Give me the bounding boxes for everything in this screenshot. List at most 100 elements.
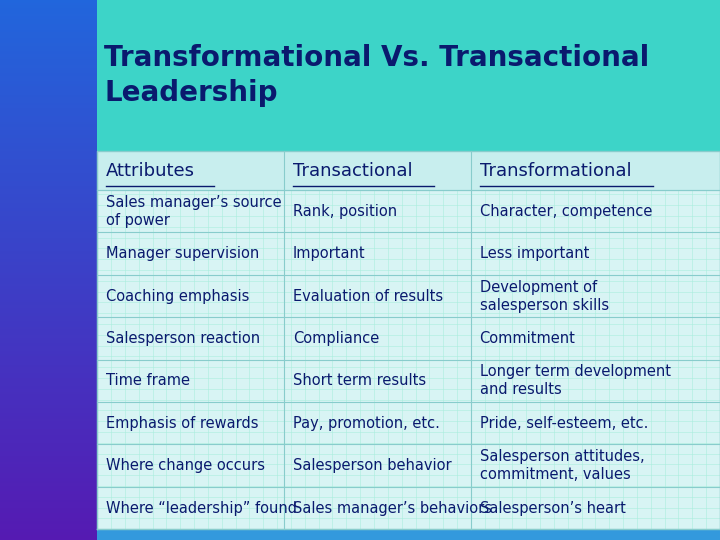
Bar — [0, 472, 97, 475]
Bar — [0, 524, 97, 526]
Bar — [0, 32, 97, 35]
Text: Transformational: Transformational — [480, 161, 631, 180]
Bar — [0, 356, 97, 359]
Bar — [0, 351, 97, 354]
Bar — [0, 108, 97, 111]
Bar — [0, 440, 97, 443]
Bar — [0, 392, 97, 394]
Bar — [0, 8, 97, 11]
Bar — [0, 256, 97, 259]
Bar — [0, 3, 97, 5]
Bar — [0, 159, 97, 162]
Bar — [0, 146, 97, 148]
Bar — [0, 68, 97, 70]
Bar — [0, 273, 97, 275]
Text: Less important: Less important — [480, 246, 589, 261]
Bar — [0, 135, 97, 138]
Bar — [0, 348, 97, 351]
Bar — [0, 189, 97, 192]
Bar — [0, 335, 97, 338]
Bar — [0, 105, 97, 108]
Bar — [0, 170, 97, 173]
Text: Manager supervision: Manager supervision — [106, 246, 259, 261]
Text: Where “leadership” found: Where “leadership” found — [106, 501, 297, 516]
Bar — [0, 248, 97, 251]
Bar — [0, 73, 97, 76]
Bar — [0, 397, 97, 400]
Bar — [0, 184, 97, 186]
Bar — [0, 59, 97, 62]
Text: Salesperson attitudes,
commitment, values: Salesperson attitudes, commitment, value… — [480, 449, 644, 482]
Bar — [0, 386, 97, 389]
Bar — [0, 535, 97, 537]
Bar — [0, 16, 97, 19]
Bar — [0, 316, 97, 319]
Bar — [0, 122, 97, 124]
Bar — [0, 251, 97, 254]
Bar — [0, 286, 97, 289]
Bar — [0, 424, 97, 427]
Bar — [0, 502, 97, 505]
Bar — [0, 227, 97, 229]
Text: Transactional: Transactional — [292, 161, 413, 180]
Text: Important: Important — [292, 246, 365, 261]
Bar — [0, 478, 97, 481]
Bar — [0, 119, 97, 122]
Bar — [97, 151, 720, 190]
Bar — [0, 197, 97, 200]
Bar — [0, 378, 97, 381]
Bar — [0, 162, 97, 165]
Bar — [0, 262, 97, 265]
Bar — [0, 240, 97, 243]
Bar — [0, 284, 97, 286]
Bar — [0, 49, 97, 51]
Bar — [0, 19, 97, 22]
Bar — [0, 454, 97, 456]
Bar — [0, 338, 97, 340]
Bar — [0, 394, 97, 397]
Bar — [0, 246, 97, 248]
Bar — [0, 243, 97, 246]
Bar — [0, 116, 97, 119]
Bar — [0, 405, 97, 408]
Bar — [0, 46, 97, 49]
Bar — [0, 483, 97, 486]
Bar — [0, 310, 97, 313]
Bar — [0, 510, 97, 513]
Bar — [0, 416, 97, 418]
Bar — [0, 211, 97, 213]
Bar — [0, 259, 97, 262]
Bar — [0, 435, 97, 437]
Bar — [0, 138, 97, 140]
Bar — [0, 313, 97, 316]
Bar — [0, 324, 97, 327]
Bar — [0, 389, 97, 392]
Bar — [0, 432, 97, 435]
Bar — [0, 27, 97, 30]
Bar — [0, 464, 97, 467]
Bar — [0, 327, 97, 329]
Bar — [0, 111, 97, 113]
Bar — [0, 40, 97, 43]
Bar — [0, 427, 97, 429]
Bar — [0, 319, 97, 321]
Text: Time frame: Time frame — [106, 373, 190, 388]
Bar — [0, 529, 97, 532]
Bar — [0, 132, 97, 135]
Bar — [0, 81, 97, 84]
Bar — [0, 43, 97, 46]
Text: Emphasis of rewards: Emphasis of rewards — [106, 416, 258, 431]
Bar — [0, 178, 97, 181]
Bar — [0, 537, 97, 540]
Bar — [0, 254, 97, 256]
Bar — [0, 78, 97, 81]
Bar — [0, 494, 97, 497]
Bar — [0, 238, 97, 240]
Bar — [0, 0, 97, 3]
Bar — [0, 14, 97, 16]
Bar — [0, 76, 97, 78]
Bar — [0, 375, 97, 378]
Bar — [0, 103, 97, 105]
Bar — [0, 30, 97, 32]
Bar — [0, 332, 97, 335]
